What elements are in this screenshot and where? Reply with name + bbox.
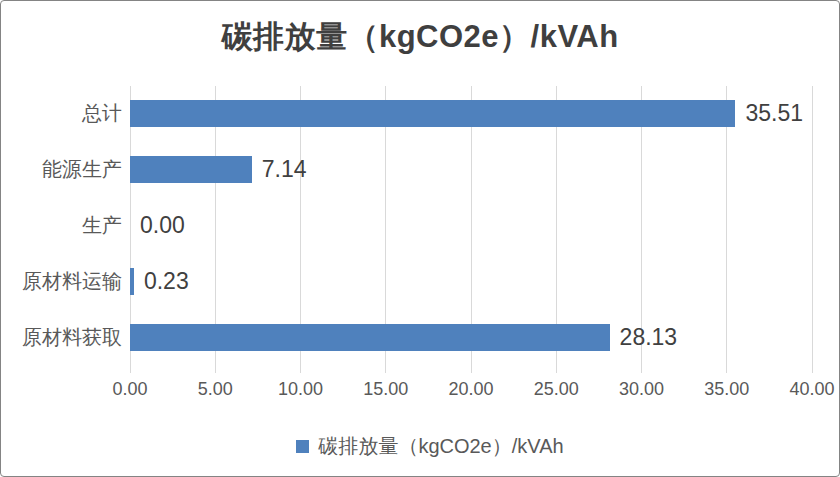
x-tick-label: 0.00 <box>112 379 147 400</box>
bar <box>130 268 134 295</box>
gridline <box>726 86 727 373</box>
bar-value-label: 7.14 <box>262 154 307 185</box>
bar-value-label: 35.51 <box>745 98 803 129</box>
x-tick-label: 10.00 <box>278 379 323 400</box>
x-tick-label: 35.00 <box>704 379 749 400</box>
bar-value-label: 0.23 <box>144 266 189 297</box>
chart-title: 碳排放量（kgCO2e）/kVAh <box>0 16 840 58</box>
bar-value-label: 0.00 <box>140 210 185 241</box>
category-label: 总计 <box>0 86 122 142</box>
x-tick-label: 15.00 <box>363 379 408 400</box>
x-tick-label: 40.00 <box>789 379 834 400</box>
legend: 碳排放量（kgCO2e）/kVAh <box>10 433 840 460</box>
bar <box>130 324 610 351</box>
category-label: 能源生产 <box>0 142 122 198</box>
x-tick-label: 5.00 <box>198 379 233 400</box>
category-label: 生产 <box>0 198 122 254</box>
bar <box>130 100 735 127</box>
category-label: 原材料运输 <box>0 253 122 309</box>
legend-series-marker-icon <box>296 440 309 453</box>
category-label: 原材料获取 <box>0 309 122 365</box>
plot-area: 35.51 7.14 0.00 0.23 28.13 <box>130 86 812 365</box>
x-tick-label: 30.00 <box>619 379 664 400</box>
gridline <box>812 86 813 373</box>
x-tick-label: 25.00 <box>534 379 579 400</box>
x-tick-label: 20.00 <box>448 379 493 400</box>
x-axis-tick-labels: 0.005.0010.0015.0020.0025.0030.0035.0040… <box>130 379 812 403</box>
bar <box>130 156 252 183</box>
bar-value-label: 28.13 <box>620 322 678 353</box>
legend-series-label: 碳排放量（kgCO2e）/kVAh <box>318 433 563 460</box>
y-axis-category-labels: 总计能源生产生产原材料运输原材料获取 <box>0 86 122 365</box>
